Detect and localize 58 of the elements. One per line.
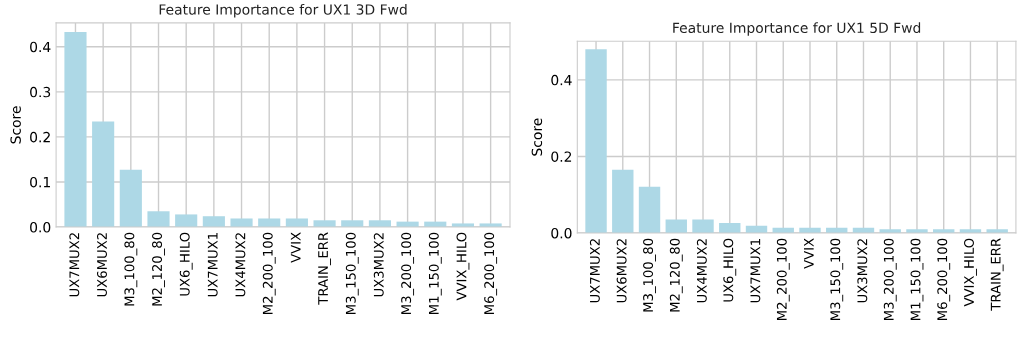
x-tick-label: UX3MUX2: [373, 233, 384, 297]
x-tick-label: M3_150_100: [830, 238, 844, 320]
x-tick-label: M1_150_100: [910, 238, 924, 320]
bar: [258, 218, 281, 228]
x-tick-label: UX4MUX2: [696, 239, 707, 303]
y-tick-label: 0.2: [30, 131, 50, 143]
x-tick-label: UX6MUX2: [616, 239, 627, 303]
bar: [585, 49, 607, 234]
y-axis-title: Score: [531, 118, 543, 156]
bar: [64, 31, 87, 228]
x-tick-label: UX6_HILO: [723, 238, 737, 302]
bar: [175, 214, 198, 228]
bar: [313, 220, 336, 228]
x-tick-label: M2_200_100: [262, 232, 276, 314]
x-tick-label: M6_200_100: [484, 232, 498, 314]
bar: [92, 121, 115, 228]
x-tick-label: VVIX_HILO: [964, 238, 977, 307]
bar: [147, 211, 170, 228]
x-tick-label: M2_120_80: [669, 238, 683, 312]
x-tick-label: UX7MUX2: [589, 239, 600, 303]
x-tick-label: UX4MUX2: [235, 233, 246, 297]
x-tick-label: UX3MUX2: [857, 239, 868, 303]
y-tick-label: 0.2: [551, 151, 572, 162]
bar: [285, 218, 308, 228]
x-tick-label: VVIX: [804, 238, 814, 269]
x-tick-label: M3_100_80: [643, 238, 656, 312]
x-tick-label: M3_200_100: [401, 232, 415, 314]
bar: [230, 218, 253, 228]
x-tick-label: M2_200_100: [776, 238, 790, 320]
y-tick-label: 0.4: [551, 74, 572, 86]
bar: [612, 169, 634, 234]
x-tick-label: M3_100_80: [124, 232, 138, 306]
x-tick-label: M3_200_100: [883, 238, 897, 320]
y-tick-label: 0.0: [30, 222, 51, 233]
x-tick-label: UX7MUX1: [207, 233, 218, 297]
x-tick-label: UX6_HILO: [179, 232, 193, 296]
x-tick-label: M3_150_100: [345, 232, 359, 314]
bar: [202, 216, 225, 228]
y-tick-label: 0.0: [551, 227, 572, 239]
x-tick-label: UX7MUX1: [750, 239, 761, 303]
x-tick-label: VVIX: [290, 232, 301, 263]
bar: [692, 219, 714, 234]
x-tick-label: VVIX_HILO: [456, 232, 470, 301]
bar: [119, 169, 142, 228]
x-tick-label: M2_120_80: [152, 232, 165, 306]
x-tick-label: UX7MUX2: [69, 233, 80, 297]
y-axis-title: Score: [10, 106, 21, 144]
x-tick-label: M1_150_100: [428, 232, 442, 314]
y-tick-label: 0.1: [30, 176, 50, 188]
bar: [638, 186, 661, 234]
chart-title: Feature Importance for UX1 5D Fwd: [673, 22, 921, 36]
x-tick-label: M6_200_100: [937, 238, 951, 320]
x-tick-label: TRAIN_ERR: [990, 238, 1004, 311]
chart-title: Feature Importance for UX1 3D Fwd: [159, 3, 407, 18]
y-tick-label: 0.4: [30, 41, 51, 53]
x-tick-label: UX6MUX2: [97, 233, 107, 297]
y-tick-label: 0.3: [30, 86, 51, 98]
x-tick-label: TRAIN_ERR: [318, 232, 331, 305]
